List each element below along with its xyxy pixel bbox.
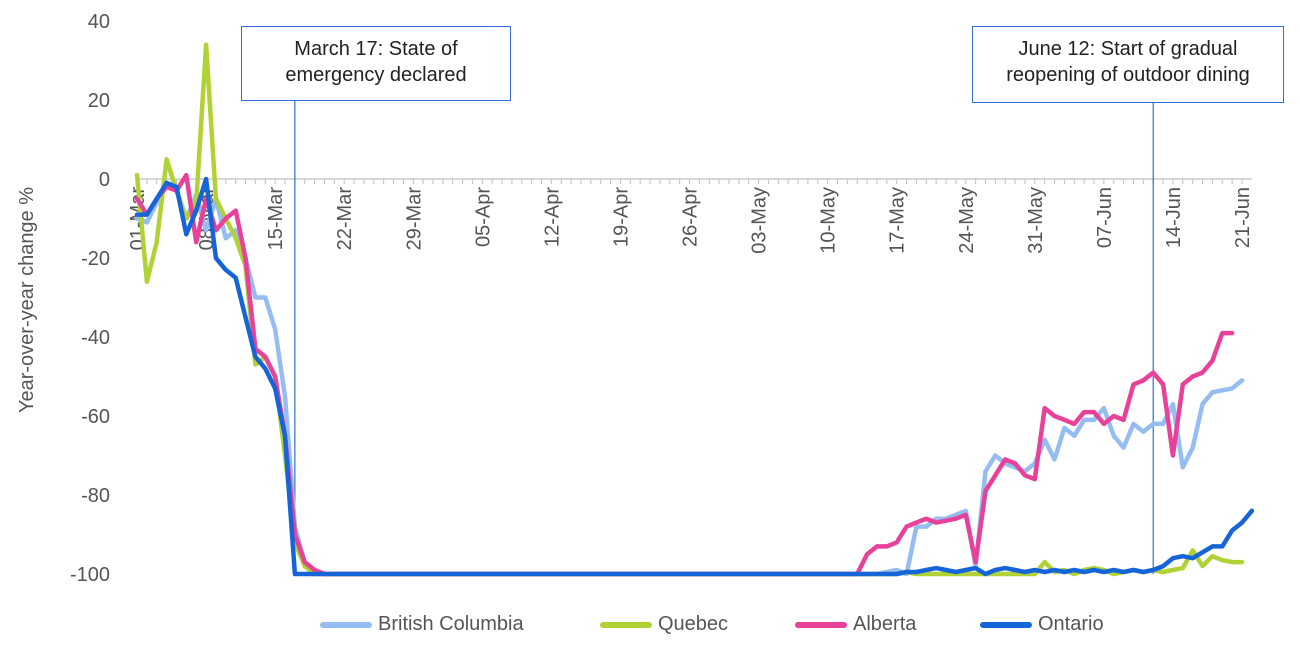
y-tick-label: -40 xyxy=(81,327,110,349)
legend-swatch xyxy=(600,622,652,628)
legend-label: Quebec xyxy=(658,613,729,635)
y-tick-label: 20 xyxy=(88,90,110,112)
y-axis-label: Year-over-year change % xyxy=(16,187,38,413)
y-tick-label: -60 xyxy=(81,406,110,428)
y-tick-label: -100 xyxy=(70,564,110,586)
x-tick-label: 15-Mar xyxy=(265,187,287,251)
x-axis: 01-Mar 08-Mar 15-Mar 22-Mar 29-Mar 05-Apr 12-A… xyxy=(127,178,1254,254)
x-tick-label: 22-Mar xyxy=(334,187,356,251)
x-tick-label: 21-Jun xyxy=(1232,187,1254,248)
annotation-box-reopening: June 12: Start of gradual reopening of o… xyxy=(972,26,1284,103)
series-line-british-columbia xyxy=(134,180,1245,577)
x-tick-label: 31-May xyxy=(1025,187,1047,254)
series-lines xyxy=(134,42,1255,577)
legend-label: British Columbia xyxy=(378,613,524,635)
x-tick-label: 07-Jun xyxy=(1094,187,1116,248)
series-line-quebec xyxy=(134,42,1245,577)
x-tick-label: 29-Mar xyxy=(403,187,425,251)
y-tick-label: 40 xyxy=(88,11,110,33)
legend-swatch xyxy=(320,622,372,628)
x-tick-label: 10-May xyxy=(818,187,840,254)
annotation-text-line: June 12: Start of gradual xyxy=(1018,38,1238,60)
x-tick-label: 26-Apr xyxy=(680,187,702,247)
y-tick-label: 0 xyxy=(99,169,110,191)
x-tick-label: 17-May xyxy=(887,187,909,254)
annotation-text-line: emergency declared xyxy=(285,64,467,86)
x-tick-label: 24-May xyxy=(956,187,978,254)
x-tick-label: 14-Jun xyxy=(1163,187,1185,248)
annotation-box-state-of-emergency: March 17: State of emergency declared xyxy=(241,26,511,101)
y-axis-tick-labels: 40 20 0 -20 -40 -60 -80 -100 xyxy=(70,11,110,586)
series-line-ontario xyxy=(134,176,1255,577)
legend-label: Ontario xyxy=(1038,613,1104,635)
legend-label: Alberta xyxy=(853,613,917,635)
x-tick-label: 05-Apr xyxy=(472,187,494,247)
annotation-lines xyxy=(294,101,1154,574)
legend-swatch xyxy=(980,622,1032,628)
y-tick-label: -80 xyxy=(81,485,110,507)
x-tick-label: 19-Apr xyxy=(610,187,632,247)
annotation-text-line: March 17: State of xyxy=(294,38,458,60)
x-tick-label: 03-May xyxy=(749,187,771,254)
x-tick-label: 12-Apr xyxy=(541,187,563,247)
series-line-alberta xyxy=(134,172,1235,577)
legend-swatch xyxy=(795,622,847,628)
y-tick-label: -20 xyxy=(81,248,110,270)
annotation-text-line: reopening of outdoor dining xyxy=(1006,64,1250,86)
